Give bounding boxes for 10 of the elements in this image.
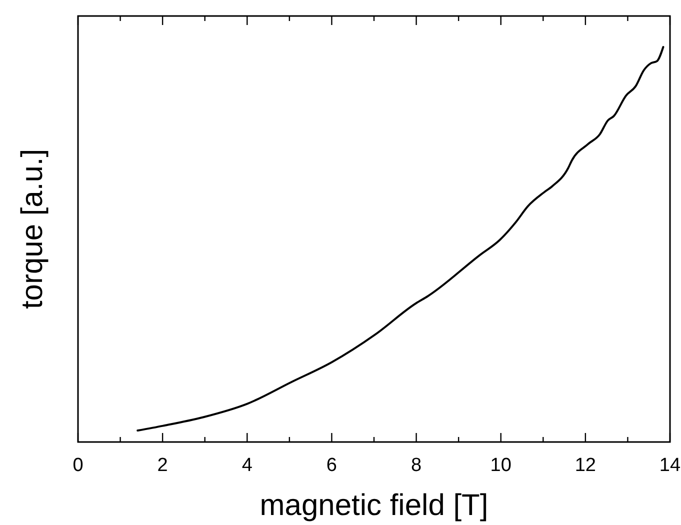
x-axis-title: magnetic field [T] — [260, 489, 488, 522]
x-tick-label: 2 — [157, 455, 168, 476]
x-tick-label: 8 — [410, 455, 422, 476]
x-tick-label: 6 — [326, 455, 338, 476]
x-tick-label: 12 — [574, 455, 596, 476]
x-tick-label: 10 — [490, 455, 512, 476]
x-tick-label: 14 — [659, 455, 681, 476]
x-tick-label: 0 — [72, 455, 84, 476]
y-axis-title: torque [a.u.] — [16, 148, 49, 310]
x-tick-label: 4 — [242, 455, 253, 476]
